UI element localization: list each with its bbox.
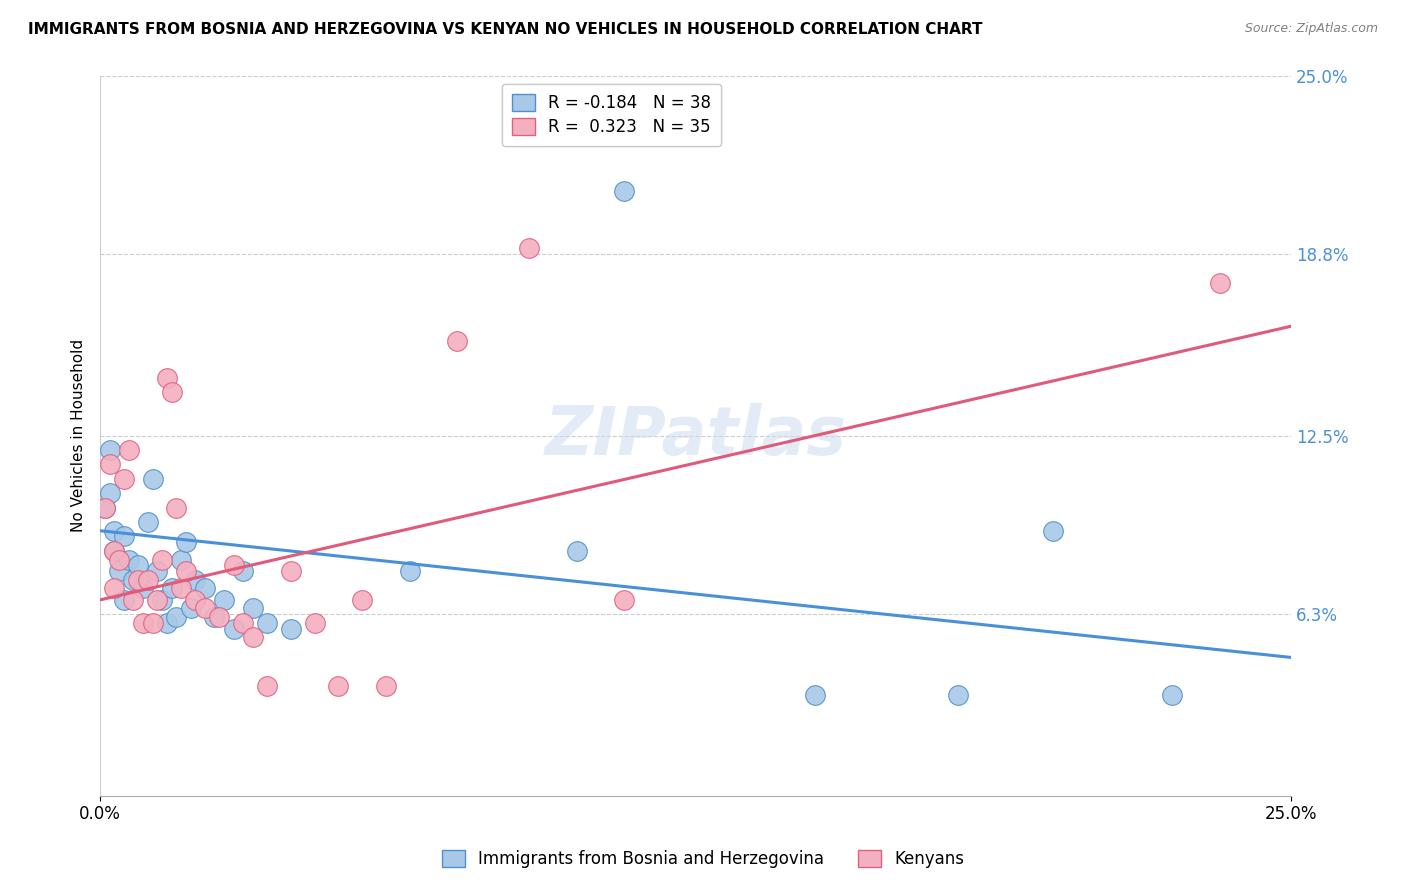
Point: [156, 371, 179, 385]
Point: [256, 615, 278, 630]
Point: [565, 544, 588, 558]
Point: [446, 334, 468, 348]
Point: [804, 688, 827, 702]
Point: [156, 615, 179, 630]
Point: [1161, 688, 1184, 702]
Point: [170, 552, 193, 566]
Text: ZIPatlas: ZIPatlas: [544, 402, 846, 468]
Point: [146, 592, 169, 607]
Point: [132, 582, 155, 596]
Point: [232, 615, 254, 630]
Point: [352, 592, 374, 607]
Point: [136, 573, 159, 587]
Point: [127, 558, 149, 573]
Point: [165, 610, 187, 624]
Point: [150, 552, 173, 566]
Point: [184, 592, 207, 607]
Legend: Immigrants from Bosnia and Herzegovina, Kenyans: Immigrants from Bosnia and Herzegovina, …: [434, 843, 972, 875]
Point: [150, 592, 173, 607]
Point: [98, 486, 121, 500]
Point: [108, 552, 131, 566]
Point: [122, 592, 145, 607]
Point: [256, 679, 278, 693]
Point: [118, 552, 141, 566]
Point: [398, 564, 420, 578]
Point: [141, 615, 163, 630]
Point: [304, 615, 326, 630]
Point: [1042, 524, 1064, 538]
Point: [118, 443, 141, 458]
Point: [103, 524, 125, 538]
Point: [170, 582, 193, 596]
Point: [242, 630, 264, 644]
Point: [112, 529, 135, 543]
Point: [1209, 276, 1232, 290]
Point: [222, 622, 245, 636]
Point: [141, 472, 163, 486]
Point: [375, 679, 398, 693]
Point: [212, 592, 235, 607]
Point: [146, 564, 169, 578]
Point: [328, 679, 350, 693]
Point: [517, 241, 540, 255]
Point: [184, 573, 207, 587]
Point: [98, 458, 121, 472]
Point: [132, 615, 155, 630]
Point: [165, 500, 187, 515]
Point: [108, 564, 131, 578]
Point: [136, 515, 159, 529]
Point: [204, 610, 226, 624]
Point: [613, 592, 636, 607]
Point: [122, 573, 145, 587]
Point: [946, 688, 969, 702]
Text: IMMIGRANTS FROM BOSNIA AND HERZEGOVINA VS KENYAN NO VEHICLES IN HOUSEHOLD CORREL: IMMIGRANTS FROM BOSNIA AND HERZEGOVINA V…: [28, 22, 983, 37]
Point: [112, 592, 135, 607]
Point: [180, 601, 202, 615]
Point: [160, 385, 183, 400]
Point: [242, 601, 264, 615]
Point: [94, 500, 117, 515]
Point: [160, 582, 183, 596]
Point: [174, 535, 197, 549]
Point: [103, 582, 125, 596]
Point: [98, 443, 121, 458]
Point: [222, 558, 245, 573]
Point: [103, 544, 125, 558]
Point: [94, 500, 117, 515]
Text: Source: ZipAtlas.com: Source: ZipAtlas.com: [1244, 22, 1378, 36]
Legend: R = -0.184   N = 38, R =  0.323   N = 35: R = -0.184 N = 38, R = 0.323 N = 35: [502, 84, 721, 146]
Point: [127, 573, 149, 587]
Point: [232, 564, 254, 578]
Point: [280, 622, 302, 636]
Point: [613, 184, 636, 198]
Point: [208, 610, 231, 624]
Point: [112, 472, 135, 486]
Y-axis label: No Vehicles in Household: No Vehicles in Household: [72, 339, 86, 533]
Point: [194, 582, 217, 596]
Point: [174, 564, 197, 578]
Point: [280, 564, 302, 578]
Point: [194, 601, 217, 615]
Point: [103, 544, 125, 558]
